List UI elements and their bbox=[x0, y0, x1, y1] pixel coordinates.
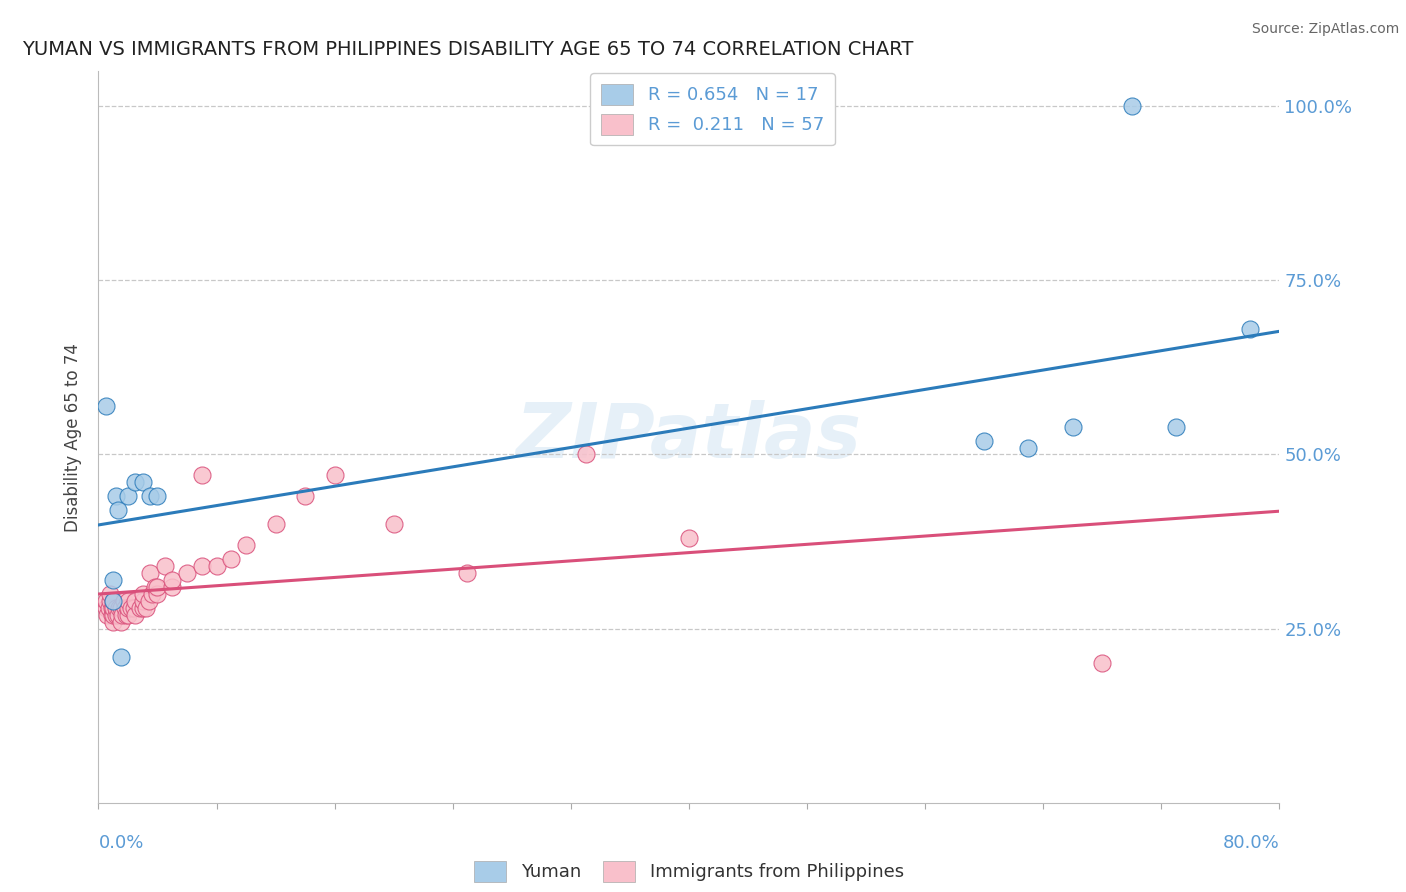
Point bbox=[114, 600, 136, 615]
Point bbox=[105, 607, 128, 622]
Text: 0.0%: 0.0% bbox=[98, 834, 143, 852]
Point bbox=[456, 566, 478, 580]
Point bbox=[110, 600, 132, 615]
Point bbox=[162, 573, 183, 587]
Point bbox=[1164, 419, 1187, 434]
Point bbox=[98, 587, 121, 601]
Point bbox=[574, 448, 596, 462]
Point bbox=[205, 558, 228, 573]
Point bbox=[1091, 657, 1114, 671]
Point bbox=[117, 600, 139, 615]
Point bbox=[110, 615, 132, 629]
Point bbox=[94, 399, 117, 413]
Point bbox=[1239, 322, 1261, 336]
Point bbox=[132, 594, 155, 608]
Point bbox=[94, 600, 117, 615]
Point bbox=[110, 649, 132, 664]
Point bbox=[105, 489, 128, 503]
Point bbox=[100, 600, 122, 615]
Point bbox=[112, 594, 135, 608]
Point bbox=[124, 475, 146, 490]
Point bbox=[143, 580, 166, 594]
Point bbox=[141, 587, 163, 601]
Point bbox=[678, 531, 700, 545]
Text: 80.0%: 80.0% bbox=[1223, 834, 1279, 852]
Text: ZIPatlas: ZIPatlas bbox=[516, 401, 862, 474]
Point bbox=[191, 558, 214, 573]
Point bbox=[139, 489, 162, 503]
Point bbox=[146, 489, 169, 503]
Point bbox=[132, 600, 155, 615]
Point bbox=[139, 566, 162, 580]
Point bbox=[115, 607, 138, 622]
Text: YUMAN VS IMMIGRANTS FROM PHILIPPINES DISABILITY AGE 65 TO 74 CORRELATION CHART: YUMAN VS IMMIGRANTS FROM PHILIPPINES DIS… bbox=[21, 39, 912, 59]
Point bbox=[111, 607, 134, 622]
Point bbox=[973, 434, 995, 448]
Point bbox=[323, 468, 346, 483]
Point bbox=[124, 594, 146, 608]
Point bbox=[117, 594, 139, 608]
Point bbox=[98, 594, 121, 608]
Point bbox=[219, 552, 242, 566]
Point bbox=[1121, 99, 1143, 113]
Point bbox=[135, 600, 157, 615]
Point bbox=[103, 594, 125, 608]
Point bbox=[128, 600, 150, 615]
Point bbox=[108, 600, 131, 615]
Point bbox=[97, 600, 120, 615]
Point bbox=[94, 594, 117, 608]
Point bbox=[132, 587, 155, 601]
Point bbox=[162, 580, 183, 594]
Point bbox=[294, 489, 316, 503]
Point bbox=[1017, 441, 1039, 455]
Point bbox=[96, 607, 118, 622]
Point bbox=[122, 600, 145, 615]
Point bbox=[117, 607, 139, 622]
Point bbox=[382, 517, 405, 532]
Point bbox=[146, 587, 169, 601]
Point bbox=[107, 503, 129, 517]
Point bbox=[132, 475, 155, 490]
Point bbox=[124, 607, 146, 622]
Point bbox=[264, 517, 287, 532]
Point bbox=[117, 489, 139, 503]
Point bbox=[146, 580, 169, 594]
Text: Source: ZipAtlas.com: Source: ZipAtlas.com bbox=[1251, 22, 1399, 37]
Point bbox=[235, 538, 257, 552]
Point bbox=[153, 558, 176, 573]
Point bbox=[103, 600, 125, 615]
Point bbox=[105, 600, 128, 615]
Point bbox=[103, 594, 125, 608]
Y-axis label: Disability Age 65 to 74: Disability Age 65 to 74 bbox=[65, 343, 83, 532]
Point bbox=[107, 607, 129, 622]
Point bbox=[103, 607, 125, 622]
Point bbox=[100, 607, 122, 622]
Point bbox=[138, 594, 160, 608]
Point bbox=[176, 566, 198, 580]
Point bbox=[103, 573, 125, 587]
Point bbox=[1062, 419, 1084, 434]
Legend: Yuman, Immigrants from Philippines: Yuman, Immigrants from Philippines bbox=[467, 854, 911, 888]
Point bbox=[120, 600, 142, 615]
Point bbox=[191, 468, 214, 483]
Point bbox=[103, 615, 125, 629]
